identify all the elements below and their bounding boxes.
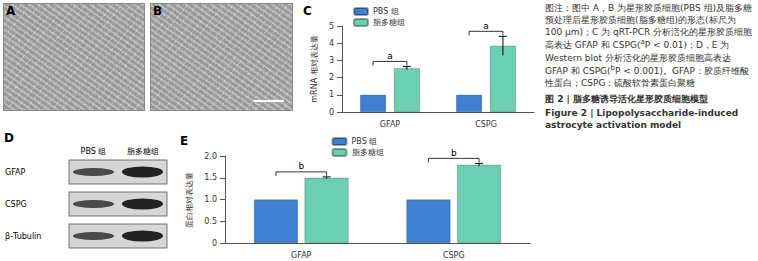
svg-text:1.0: 1.0 [204, 195, 217, 204]
svg-text:C: C [303, 4, 312, 18]
svg-text:2: 2 [329, 73, 334, 82]
svg-text:3: 3 [329, 56, 334, 65]
svg-text:a: a [387, 51, 393, 61]
svg-text:4: 4 [329, 39, 334, 48]
svg-text:蛋白相对表达量: 蛋白相对表达量 [185, 172, 194, 228]
html-text:图注：图中 A，B 为星形胶质细胞(PBS 组)及脂多糖预处: 图注：图中 A，B 为星形胶质细胞(PBS 组)及脂多糖预处理后星形胶质细胞(脂… [545, 3, 753, 88]
svg-text:mRNA 相对表达量: mRNA 相对表达量 [310, 35, 319, 102]
svg-text:0: 0 [212, 239, 217, 248]
html-text:图 2 | 脂多糖诱导活化星形胶质细胞模型: 图 2 | 脂多糖诱导活化星形胶质细胞模型 [545, 94, 708, 104]
svg-text:5: 5 [329, 22, 334, 31]
html-text:Figure 2 | Lipopolysaccharide-: Figure 2 | Lipopolysaccharide-induced as… [545, 108, 739, 131]
svg-text:b: b [451, 148, 457, 158]
svg-text:D: D [4, 131, 14, 145]
svg-text:0: 0 [329, 108, 334, 117]
svg-text:2.0: 2.0 [204, 152, 217, 161]
svg-text:GFAP: GFAP [291, 251, 312, 260]
svg-text:PBS 组: PBS 组 [373, 7, 399, 16]
svg-text:β-Tubulin: β-Tubulin [5, 232, 41, 241]
svg-text:E: E [180, 134, 188, 148]
svg-text:PBS 组: PBS 组 [81, 147, 107, 156]
html-text:B: B [153, 4, 163, 18]
svg-text:CSPG: CSPG [443, 251, 465, 260]
html-text:A: A [6, 4, 16, 18]
svg-text:1.5: 1.5 [204, 173, 217, 182]
svg-text:脂多糖组: 脂多糖组 [373, 18, 405, 27]
svg-text:0.5: 0.5 [204, 217, 217, 226]
svg-text:1: 1 [329, 90, 334, 99]
svg-text:CSPG: CSPG [475, 120, 497, 129]
svg-text:GFAP: GFAP [380, 120, 401, 129]
svg-text:脂多糖组: 脂多糖组 [127, 147, 159, 156]
svg-text:脂多糖组: 脂多糖组 [352, 148, 384, 157]
svg-text:a: a [483, 21, 489, 31]
svg-text:CSPG: CSPG [5, 200, 27, 209]
svg-text:PBS 组: PBS 组 [352, 137, 378, 146]
svg-text:b: b [298, 161, 304, 171]
svg-text:GFAP: GFAP [5, 168, 26, 177]
